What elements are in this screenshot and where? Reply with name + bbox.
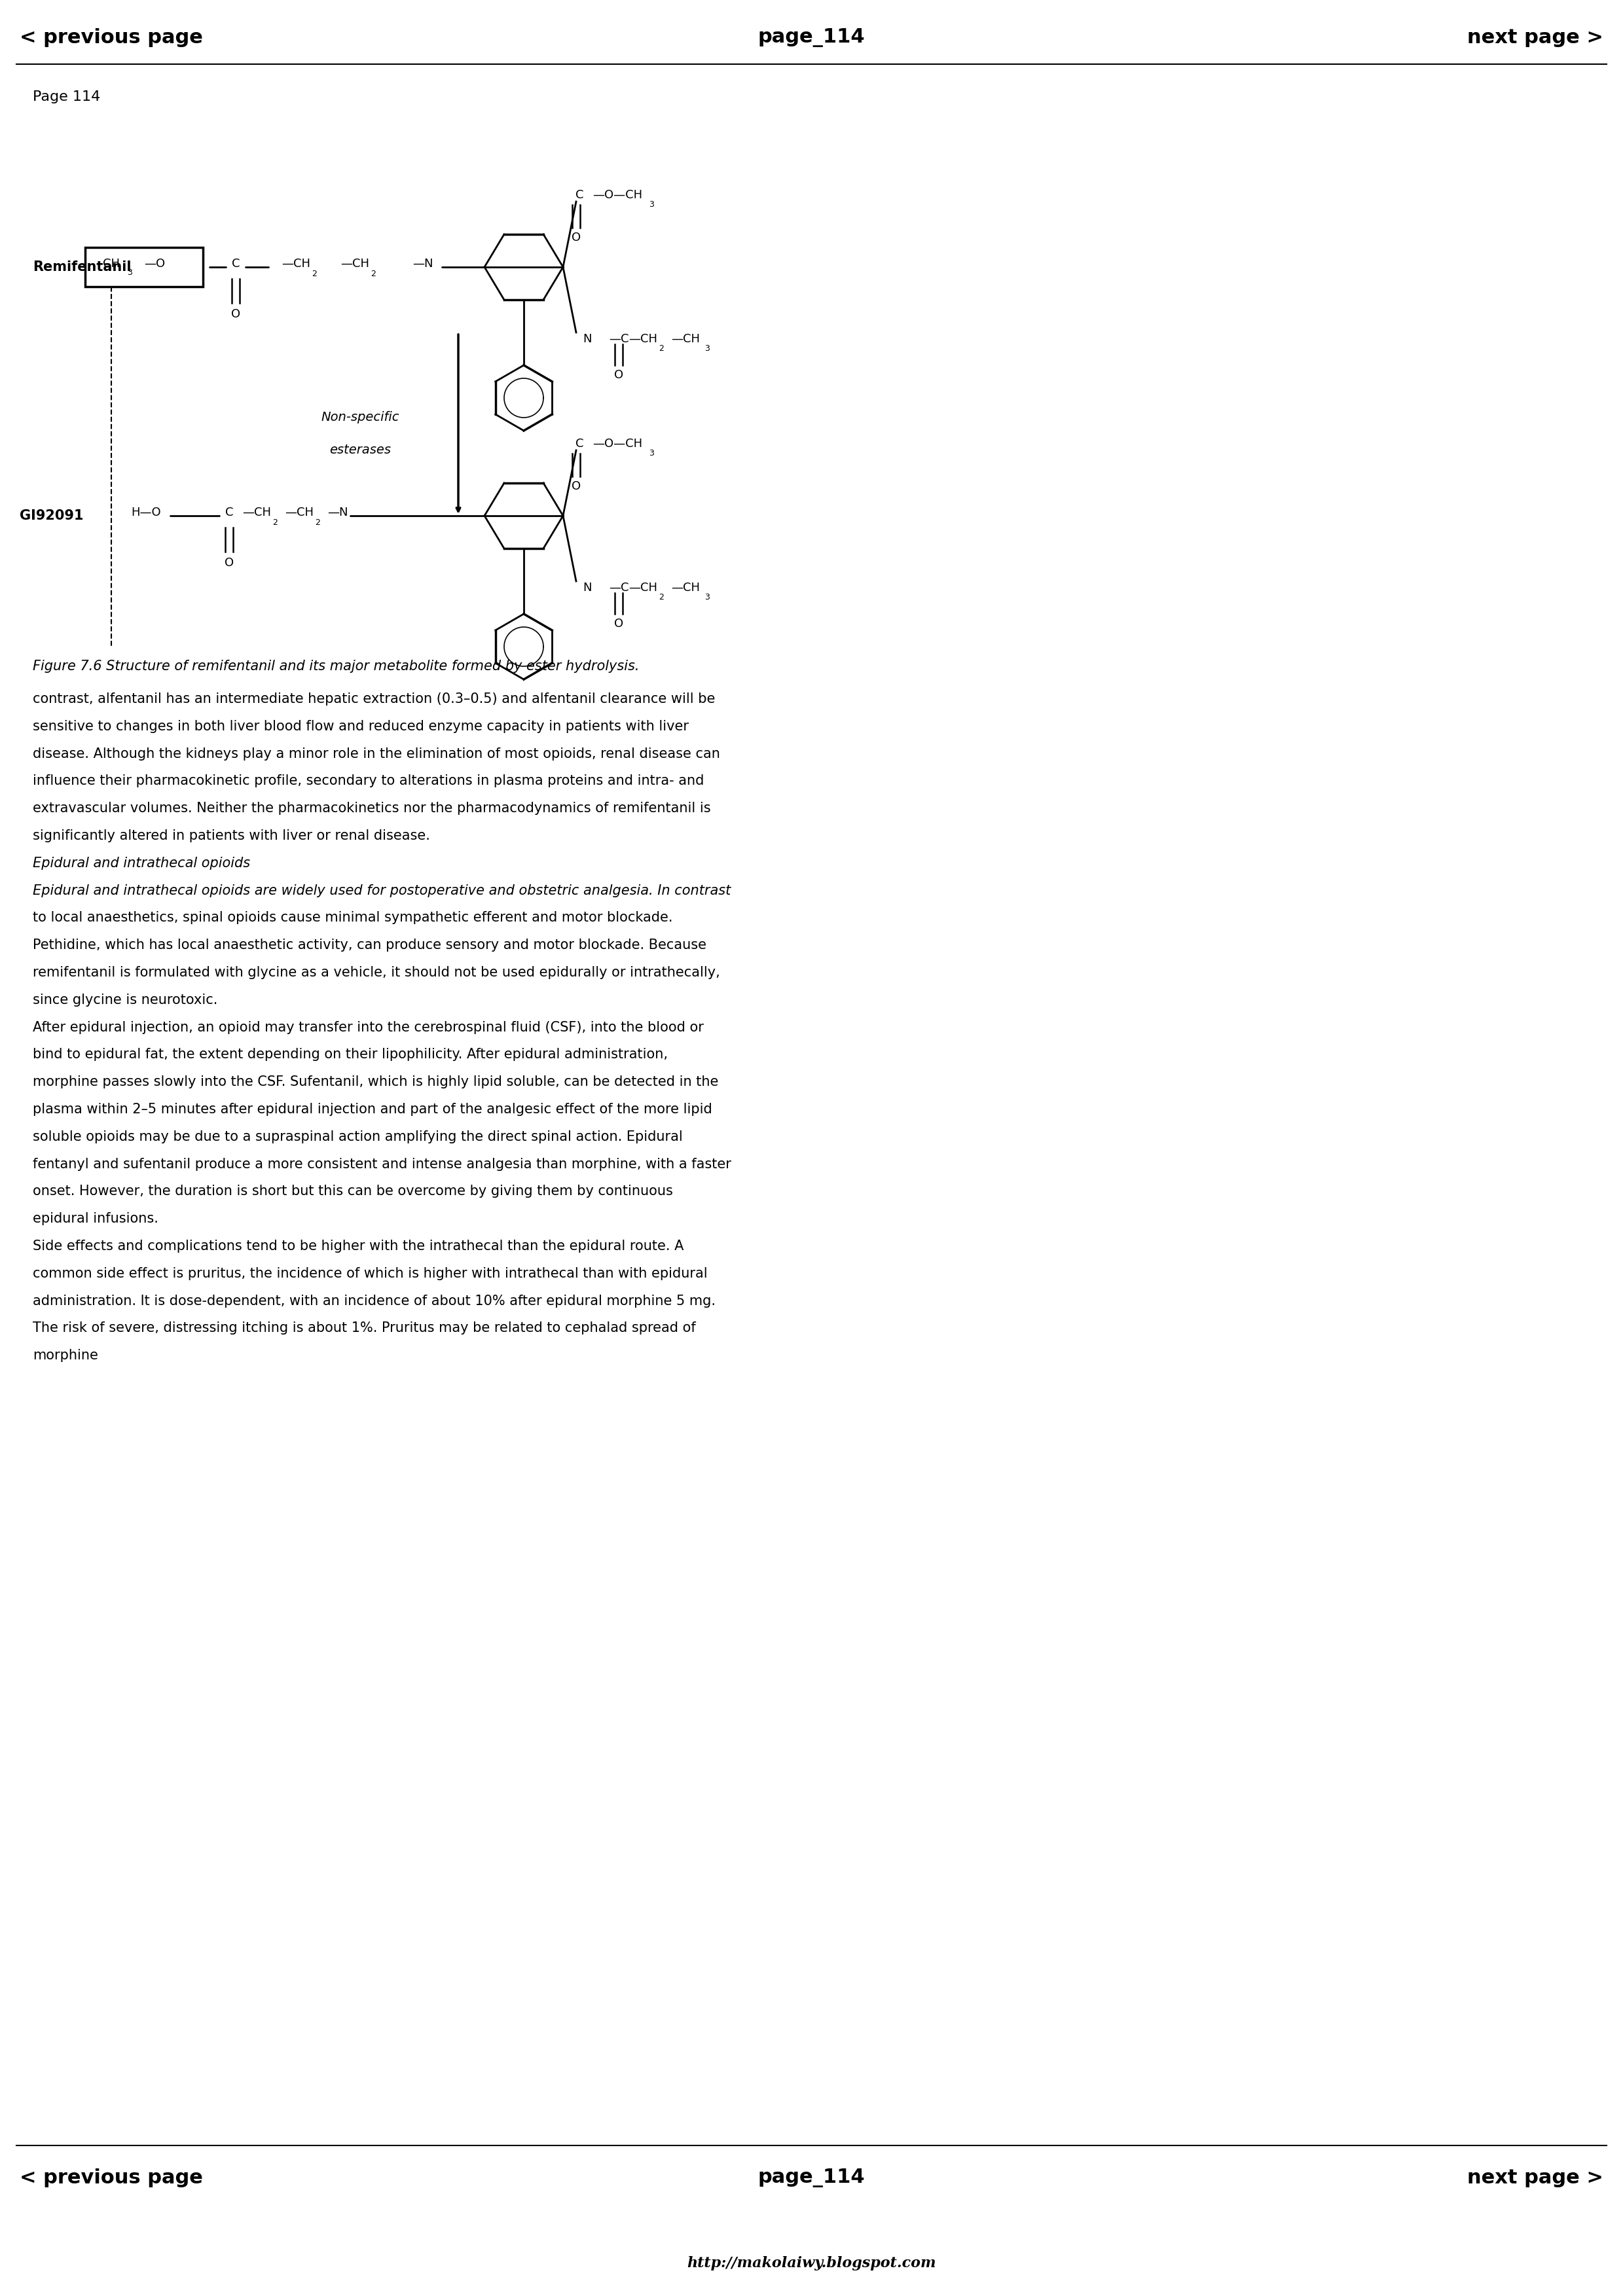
- Text: page_114: page_114: [758, 2170, 865, 2188]
- Text: 2: 2: [273, 519, 278, 526]
- Text: 3: 3: [649, 200, 654, 209]
- Text: Page 114: Page 114: [32, 90, 101, 103]
- Text: sensitive to changes in both liver blood flow and reduced enzyme capacity in pat: sensitive to changes in both liver blood…: [32, 721, 688, 732]
- Bar: [84, 248, 203, 287]
- Text: O: O: [230, 308, 240, 319]
- Text: morphine: morphine: [32, 1350, 97, 1362]
- Text: morphine passes slowly into the CSF. Sufentanil, which is highly lipid soluble, : morphine passes slowly into the CSF. Suf…: [32, 1075, 719, 1088]
- Text: 2: 2: [312, 269, 316, 278]
- Text: < previous page: < previous page: [19, 2170, 203, 2188]
- Text: —N: —N: [328, 507, 347, 519]
- Text: 3: 3: [704, 344, 709, 354]
- Text: —O—CH: —O—CH: [592, 188, 643, 202]
- Text: Remifentanil: Remifentanil: [32, 259, 131, 273]
- Text: fentanyl and sufentanil produce a more consistent and intense analgesia than mor: fentanyl and sufentanil produce a more c…: [32, 1157, 732, 1171]
- Text: —CH: —CH: [242, 507, 271, 519]
- Text: O: O: [571, 232, 581, 243]
- Text: contrast, alfentanil has an intermediate hepatic extraction (0.3–0.5) and alfent: contrast, alfentanil has an intermediate…: [32, 693, 716, 705]
- Text: remifentanil is formulated with glycine as a vehicle, it should not be used epid: remifentanil is formulated with glycine …: [32, 967, 721, 978]
- Text: next page >: next page >: [1467, 28, 1604, 48]
- Text: —CH: —CH: [628, 333, 657, 344]
- Text: to local anaesthetics, spinal opioids cause minimal sympathetic efferent and mot: to local anaesthetics, spinal opioids ca…: [32, 912, 672, 925]
- Text: extravascular volumes. Neither the pharmacokinetics nor the pharmacodynamics of : extravascular volumes. Neither the pharm…: [32, 801, 711, 815]
- Text: C: C: [232, 257, 240, 269]
- Text: disease. Although the kidneys play a minor role in the elimination of most opioi: disease. Although the kidneys play a min…: [32, 746, 721, 760]
- Text: O: O: [571, 480, 581, 491]
- Text: The risk of severe, distressing itching is about 1%. Pruritus may be related to : The risk of severe, distressing itching …: [32, 1322, 696, 1334]
- Text: GI92091: GI92091: [19, 510, 83, 521]
- Text: http://makolaiwy.blogspot.com: http://makolaiwy.blogspot.com: [687, 2257, 936, 2271]
- Text: —CH: —CH: [670, 333, 700, 344]
- Text: —CH: —CH: [628, 581, 657, 595]
- Text: esterases: esterases: [329, 443, 391, 457]
- Text: N: N: [583, 581, 591, 595]
- Text: administration. It is dose-dependent, with an incidence of about 10% after epidu: administration. It is dose-dependent, wi…: [32, 1295, 716, 1306]
- Text: CH: CH: [102, 257, 120, 269]
- Text: C: C: [575, 188, 584, 202]
- Text: Epidural and intrathecal opioids: Epidural and intrathecal opioids: [32, 856, 250, 870]
- Text: O: O: [224, 558, 234, 569]
- Text: since glycine is neurotoxic.: since glycine is neurotoxic.: [32, 994, 217, 1006]
- Text: next page >: next page >: [1467, 2170, 1604, 2188]
- Text: —C: —C: [609, 333, 628, 344]
- Text: page_114: page_114: [758, 28, 865, 48]
- Text: 3: 3: [704, 592, 709, 602]
- Text: O: O: [613, 618, 623, 629]
- Text: influence their pharmacokinetic profile, secondary to alterations in plasma prot: influence their pharmacokinetic profile,…: [32, 774, 704, 788]
- Text: epidural infusions.: epidural infusions.: [32, 1212, 159, 1226]
- Text: —CH: —CH: [341, 257, 370, 269]
- Text: 2: 2: [370, 269, 377, 278]
- Text: 2: 2: [659, 344, 664, 354]
- Text: onset. However, the duration is short but this can be overcome by giving them by: onset. However, the duration is short bu…: [32, 1185, 674, 1199]
- Text: N: N: [583, 333, 591, 344]
- Text: After epidural injection, an opioid may transfer into the cerebrospinal fluid (C: After epidural injection, an opioid may …: [32, 1022, 704, 1033]
- Text: —O: —O: [144, 257, 166, 269]
- Text: H—O: H—O: [131, 507, 161, 519]
- Text: —N: —N: [412, 257, 433, 269]
- Text: bind to epidural fat, the extent depending on their lipophilicity. After epidura: bind to epidural fat, the extent dependi…: [32, 1047, 667, 1061]
- Text: < previous page: < previous page: [19, 28, 203, 48]
- Text: —O—CH: —O—CH: [592, 439, 643, 450]
- Text: Epidural and intrathecal opioids are widely used for postoperative and obstetric: Epidural and intrathecal opioids are wid…: [32, 884, 730, 898]
- Text: C: C: [575, 439, 584, 450]
- Text: 3: 3: [649, 450, 654, 457]
- Text: plasma within 2–5 minutes after epidural injection and part of the analgesic eff: plasma within 2–5 minutes after epidural…: [32, 1102, 712, 1116]
- Text: significantly altered in patients with liver or renal disease.: significantly altered in patients with l…: [32, 829, 430, 843]
- Text: Non-specific: Non-specific: [321, 411, 399, 425]
- Text: Figure 7.6 Structure of remifentanil and its major metabolite formed by ester hy: Figure 7.6 Structure of remifentanil and…: [32, 659, 639, 673]
- Text: —CH: —CH: [670, 581, 700, 595]
- Text: soluble opioids may be due to a supraspinal action amplifying the direct spinal : soluble opioids may be due to a supraspi…: [32, 1130, 683, 1143]
- Text: Side effects and complications tend to be higher with the intrathecal than the e: Side effects and complications tend to b…: [32, 1240, 683, 1254]
- Text: 3: 3: [127, 269, 131, 276]
- Text: O: O: [613, 370, 623, 381]
- Text: C: C: [226, 507, 234, 519]
- Text: common side effect is pruritus, the incidence of which is higher with intratheca: common side effect is pruritus, the inci…: [32, 1267, 708, 1281]
- Text: —CH: —CH: [281, 257, 310, 269]
- Text: —CH: —CH: [284, 507, 313, 519]
- Text: 2: 2: [315, 519, 320, 526]
- Text: —C: —C: [609, 581, 628, 595]
- Text: 2: 2: [659, 592, 664, 602]
- Text: Pethidine, which has local anaesthetic activity, can produce sensory and motor b: Pethidine, which has local anaesthetic a…: [32, 939, 706, 953]
